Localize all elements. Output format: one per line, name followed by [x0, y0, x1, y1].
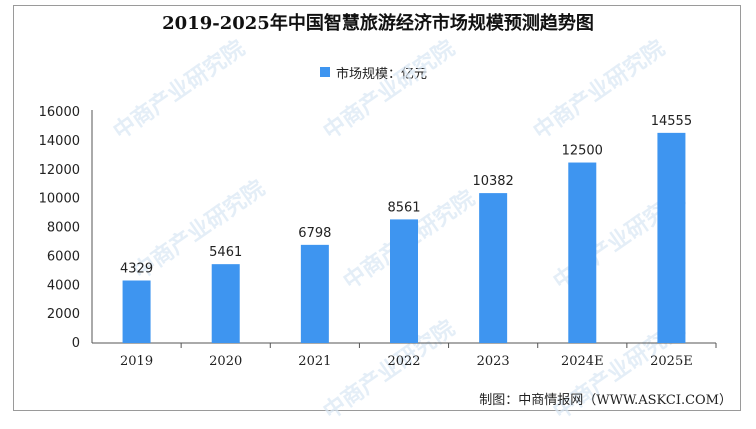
bar: [390, 219, 418, 343]
watermark-text: 中商产业研究院: [319, 35, 460, 145]
y-tick-label: 10000: [39, 192, 80, 207]
legend-label: 市场规模：亿元: [336, 66, 428, 82]
y-tick-label: 16000: [39, 105, 80, 120]
x-tick-label: 2021: [298, 354, 331, 369]
data-label: 5461: [209, 245, 242, 260]
watermark-text: 中商产业研究院: [529, 35, 670, 145]
x-tick-label: 2022: [387, 354, 420, 369]
watermark-text: 中商产业研究院: [109, 35, 250, 145]
y-tick-label: 6000: [47, 249, 80, 264]
x-tick-label: 2025E: [650, 354, 693, 369]
bar: [568, 162, 597, 343]
source-credit: 制图：中商情报网（WWW.ASKCI.COM）: [479, 393, 732, 408]
x-tick-label: 2024E: [561, 354, 604, 369]
y-tick-label: 14000: [39, 134, 80, 149]
y-tick-label: 2000: [47, 307, 80, 322]
legend: 市场规模：亿元: [320, 64, 428, 82]
x-tick-label: 2020: [209, 354, 242, 369]
axes: 0 2000 4000 6000 8000 10000 12000 14000 16000 201…: [39, 105, 717, 369]
y-tick-label: 8000: [47, 221, 80, 236]
data-label: 14555: [651, 114, 692, 129]
data-label: 8561: [387, 200, 420, 215]
bar: [657, 132, 686, 343]
watermark-text: 中商产业研究院: [319, 315, 460, 425]
data-label: 12500: [562, 144, 603, 159]
bars: 4329 5461 6798 8561 10382 12500 14555: [120, 114, 692, 343]
data-label: 4329: [120, 262, 153, 277]
y-tick-label: 12000: [39, 163, 80, 178]
bar: [211, 264, 240, 343]
x-tick-label: 2023: [477, 354, 510, 369]
y-tick-label: 4000: [47, 278, 80, 293]
data-label: 10382: [472, 174, 513, 189]
x-tick-label: 2019: [120, 354, 153, 369]
bar: [122, 280, 151, 343]
y-tick-label: 0: [72, 336, 80, 351]
data-label: 6798: [298, 226, 331, 241]
legend-swatch: [320, 67, 330, 77]
bar: [300, 244, 329, 343]
bar: [479, 193, 508, 343]
chart-title: 2019-2025年中国智慧旅游经济市场规模预测趋势图: [162, 13, 594, 34]
